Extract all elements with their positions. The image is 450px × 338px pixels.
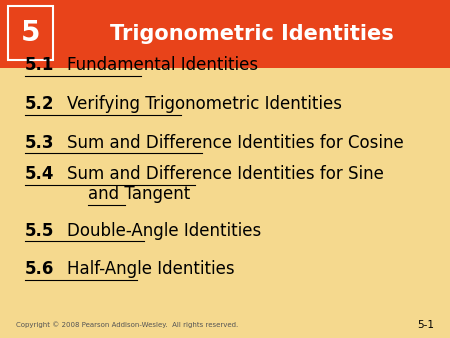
Text: 5.3: 5.3 [25, 134, 54, 152]
Text: Trigonometric Identities: Trigonometric Identities [110, 24, 394, 44]
Text: 5: 5 [21, 19, 40, 47]
Text: 5.2: 5.2 [25, 95, 54, 113]
Text: Verifying Trigonometric Identities: Verifying Trigonometric Identities [67, 95, 342, 113]
Text: Sum and Difference Identities for Sine: Sum and Difference Identities for Sine [67, 165, 383, 183]
Text: 5.6: 5.6 [25, 260, 54, 278]
Text: 5-1: 5-1 [417, 320, 434, 330]
Text: 5.1: 5.1 [25, 56, 54, 74]
Text: Fundamental Identities: Fundamental Identities [67, 56, 258, 74]
Text: Copyright © 2008 Pearson Addison-Wesley.  All rights reserved.: Copyright © 2008 Pearson Addison-Wesley.… [16, 322, 238, 329]
Text: 5.4: 5.4 [25, 165, 54, 183]
Text: Half-Angle Identities: Half-Angle Identities [67, 260, 234, 278]
Text: and Tangent: and Tangent [88, 185, 190, 203]
FancyBboxPatch shape [0, 0, 450, 68]
Text: 5.5: 5.5 [25, 221, 54, 240]
Text: Sum and Difference Identities for Cosine: Sum and Difference Identities for Cosine [67, 134, 403, 152]
Text: Double-Angle Identities: Double-Angle Identities [67, 221, 261, 240]
FancyBboxPatch shape [8, 6, 53, 60]
